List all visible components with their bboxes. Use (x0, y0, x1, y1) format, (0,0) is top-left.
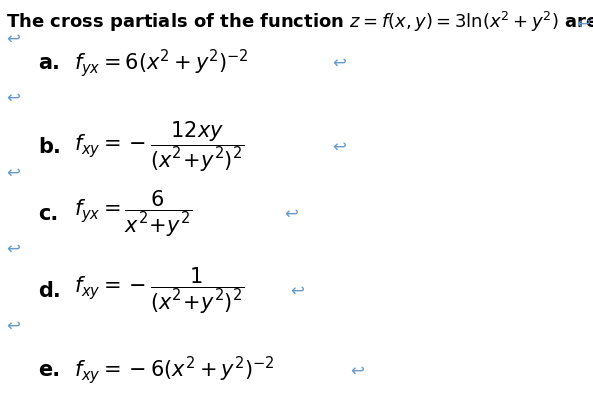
Text: ↩: ↩ (332, 138, 346, 155)
Text: ↩: ↩ (6, 89, 20, 107)
Text: ↩: ↩ (6, 164, 20, 182)
Text: d.: d. (39, 281, 61, 301)
Text: a.: a. (39, 53, 60, 73)
Text: ↩: ↩ (6, 239, 20, 257)
Text: $f_{yx} = 6(x^2 + y^2)^{-2}$: $f_{yx} = 6(x^2 + y^2)^{-2}$ (74, 47, 249, 79)
Text: ↩: ↩ (332, 54, 346, 72)
Text: $f_{yx} = \dfrac{6}{x^2\!+\!y^2}$: $f_{yx} = \dfrac{6}{x^2\!+\!y^2}$ (74, 188, 192, 239)
Text: e.: e. (39, 360, 60, 381)
Text: $f_{xy} = -6(x^2 + y^2)^{-2}$: $f_{xy} = -6(x^2 + y^2)^{-2}$ (74, 354, 275, 386)
Text: $f_{xy} = -\dfrac{12xy}{(x^2\!+\!y^2)^2}$: $f_{xy} = -\dfrac{12xy}{(x^2\!+\!y^2)^2}… (74, 120, 244, 173)
Text: ↩: ↩ (350, 361, 364, 379)
Text: b.: b. (39, 136, 62, 157)
Text: ↩: ↩ (576, 14, 590, 32)
Text: c.: c. (39, 204, 59, 224)
Text: ↩: ↩ (285, 205, 298, 223)
Text: ↩: ↩ (291, 282, 304, 300)
Text: $f_{xy} = -\dfrac{1}{(x^2\!+\!y^2)^2}$: $f_{xy} = -\dfrac{1}{(x^2\!+\!y^2)^2}$ (74, 266, 244, 316)
Text: ↩: ↩ (6, 317, 20, 335)
Text: ↩: ↩ (6, 30, 20, 48)
Text: The cross partials of the function $z = f(x, y) = 3\ln(x^2 + y^2)$ are: The cross partials of the function $z = … (6, 10, 593, 34)
